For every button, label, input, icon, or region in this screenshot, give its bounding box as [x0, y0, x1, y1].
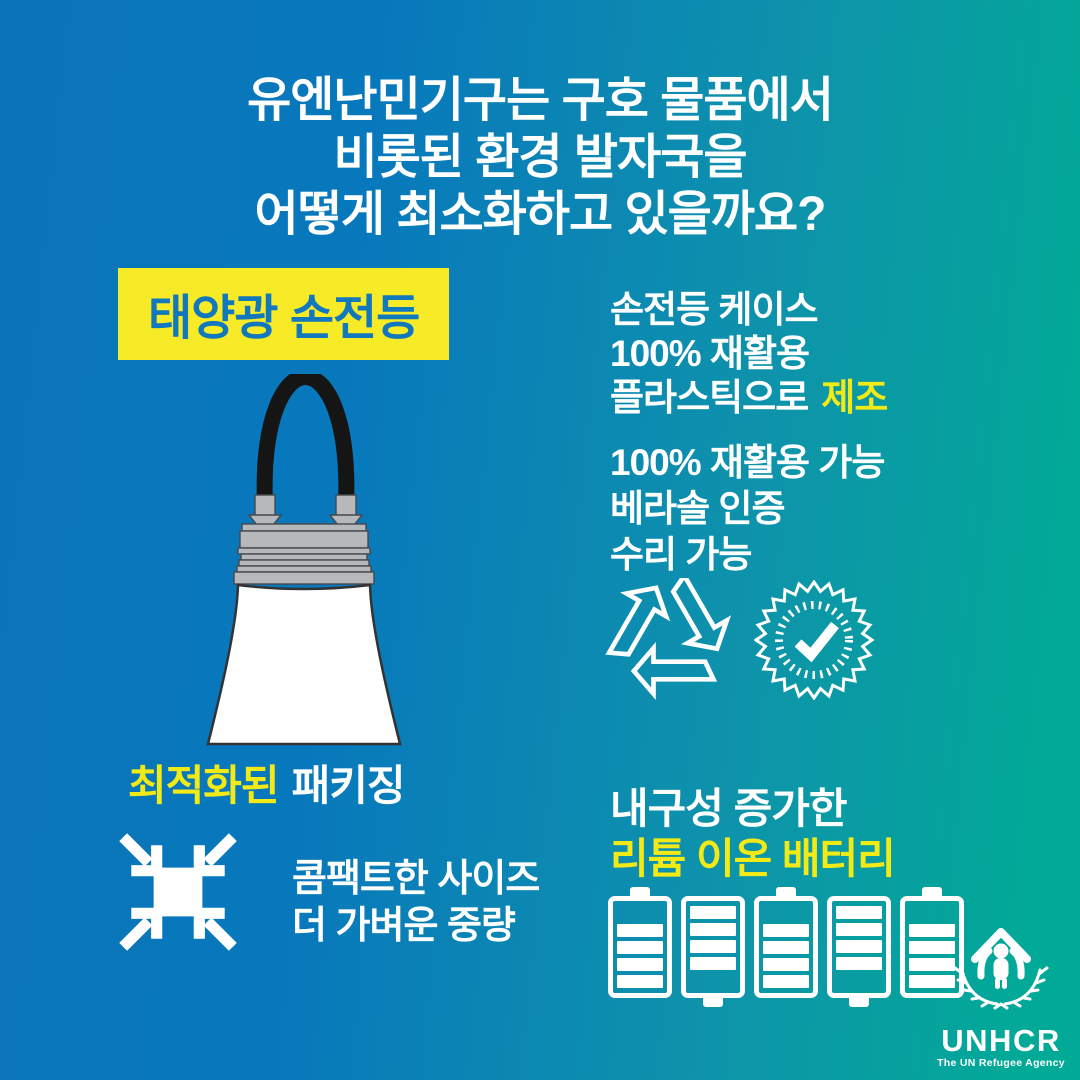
packaging-title-normal: 패키징: [291, 762, 406, 809]
battery-title: 내구성 증가한 리튬 이온 배터리: [610, 784, 896, 884]
case-info-line-1: 손전등 케이스: [610, 289, 819, 330]
recycle-info-line-2: 베라솔 인증: [610, 488, 785, 529]
lantern-diffuser-body: [206, 583, 402, 746]
title-line-1: 유엔난민기구는 구호 물품에서: [247, 74, 834, 127]
compress-arrows-icon: [119, 833, 237, 951]
certification-icons-row: [604, 578, 874, 702]
packaging-title-highlight: 최적화된: [128, 762, 280, 809]
packaging-title: 최적화된 패키징: [128, 752, 406, 813]
packaging-description: 콤팩트한 사이즈 더 가벼운 중량: [292, 856, 540, 950]
packaging-line-2: 더 가벼운 중량: [292, 905, 516, 947]
solar-lantern-illustration: [206, 374, 402, 746]
case-info-line-3-normal: 플라스틱으로: [610, 377, 809, 418]
lantern-handle: [256, 374, 355, 507]
title-line-2: 비롯된 환경 발자국을: [333, 131, 747, 184]
battery-title-line-1: 내구성 증가한: [610, 785, 848, 832]
packaging-line-1: 콤팩트한 사이즈: [292, 858, 540, 900]
unhcr-wordmark: UNHCR: [941, 1023, 1061, 1058]
case-info-line-3-highlight: 제조: [821, 377, 888, 418]
battery-icons-row: [608, 886, 964, 998]
battery-icon: [900, 896, 964, 998]
battery-icon: [608, 896, 672, 998]
battery-icon: [681, 896, 745, 998]
product-label-text: 태양광 손전등: [148, 292, 420, 345]
recycle-info-line-1: 100% 재활용 가능: [610, 442, 885, 483]
lantern-posts: [247, 494, 364, 526]
case-info-text: 손전등 케이스 100% 재활용 플라스틱으로 제조: [610, 288, 888, 420]
unhcr-tagline: The UN Refugee Agency: [937, 1057, 1065, 1069]
case-info-line-2: 100% 재활용: [610, 333, 810, 374]
battery-title-line-2: 리튬 이온 배터리: [610, 835, 896, 882]
recycle-info-text: 100% 재활용 가능 베라솔 인증 수리 가능: [610, 440, 885, 578]
page-title: 유엔난민기구는 구호 물품에서 비롯된 환경 발자국을 어떻게 최소화하고 있을…: [0, 72, 1080, 243]
recycle-info-line-3: 수리 가능: [610, 534, 752, 575]
recycle-icon: [605, 578, 732, 700]
unhcr-logo: UNHCR The UN Refugee Agency: [928, 924, 1074, 1069]
lantern-cap: [233, 523, 375, 585]
unhcr-emblem-icon: [953, 928, 1049, 1010]
certified-check-badge-icon: [754, 580, 874, 700]
battery-icon: [827, 896, 891, 998]
product-label-badge: 태양광 손전등: [118, 268, 450, 360]
battery-icon: [754, 896, 818, 998]
case-info-line-3: 플라스틱으로 제조: [610, 376, 888, 420]
title-line-3: 어떻게 최소화하고 있을까요?: [254, 188, 827, 241]
